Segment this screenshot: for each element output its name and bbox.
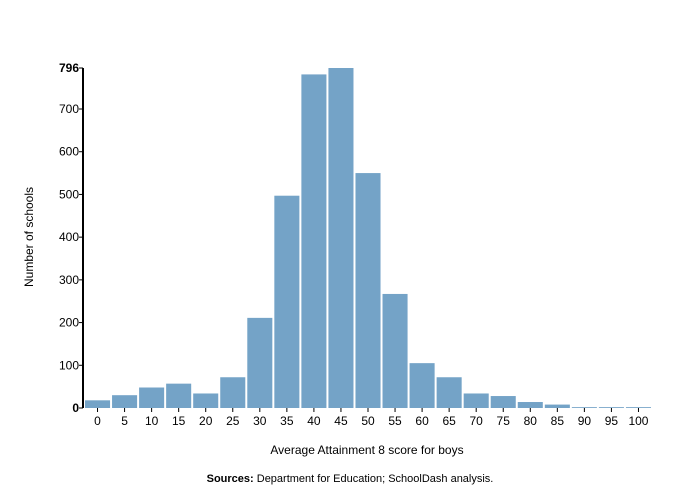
x-tick-label-70: 70 — [470, 414, 484, 428]
x-tick-label-85: 85 — [551, 414, 565, 428]
bar-90 — [571, 407, 597, 408]
y-tick-label-796: 796 — [59, 61, 79, 75]
bar-10 — [139, 387, 165, 408]
y-tick-label-400: 400 — [59, 230, 79, 244]
bar-0 — [85, 400, 111, 408]
bar-15 — [166, 383, 192, 408]
x-tick-label-20: 20 — [199, 414, 213, 428]
x-tick-label-75: 75 — [497, 414, 511, 428]
y-tick-label-600: 600 — [59, 145, 79, 159]
x-tick-label-60: 60 — [415, 414, 429, 428]
x-tick-label-35: 35 — [280, 414, 294, 428]
y-tick-label-500: 500 — [59, 187, 79, 201]
y-tick-label-200: 200 — [59, 316, 79, 330]
x-tick-label-95: 95 — [605, 414, 619, 428]
bar-35 — [274, 195, 300, 408]
x-tick-label-100: 100 — [628, 414, 648, 428]
bar-85 — [544, 404, 570, 408]
bar-65 — [436, 377, 462, 408]
bar-95 — [598, 407, 624, 408]
x-tick-label-30: 30 — [253, 414, 267, 428]
y-axis: 0 100 200 300 400 500 600 700 796 — [59, 61, 84, 415]
x-tick-label-55: 55 — [388, 414, 402, 428]
bar-40 — [301, 74, 327, 408]
bars-group — [85, 68, 651, 408]
x-tick-label-10: 10 — [145, 414, 159, 428]
x-tick-label-5: 5 — [121, 414, 128, 428]
x-tick-label-25: 25 — [226, 414, 240, 428]
bar-5 — [112, 395, 138, 408]
x-axis-title: Average Attainment 8 score for boys — [270, 443, 463, 457]
source-note: Sources: Department for Education; Schoo… — [0, 473, 700, 485]
bar-25 — [220, 377, 246, 408]
y-axis-title: Number of schools — [22, 187, 36, 287]
source-label: Sources: — [206, 473, 254, 485]
x-axis: 0 5 10 15 20 25 30 35 40 45 50 55 60 65 70 75 80 85 90 95 10… — [94, 408, 649, 428]
x-tick-label-90: 90 — [578, 414, 592, 428]
x-tick-label-15: 15 — [172, 414, 186, 428]
bar-70 — [463, 393, 489, 408]
y-tick-label-700: 700 — [59, 102, 79, 116]
source-text: Department for Education; SchoolDash ana… — [253, 473, 494, 485]
bar-55 — [382, 293, 408, 408]
x-tick-label-40: 40 — [307, 414, 321, 428]
bar-45 — [328, 68, 354, 408]
bar-75 — [490, 396, 516, 408]
y-tick-label-300: 300 — [59, 273, 79, 287]
bar-50 — [355, 173, 381, 408]
bar-60 — [409, 363, 435, 408]
x-tick-label-80: 80 — [524, 414, 538, 428]
bar-100 — [625, 407, 651, 408]
bar-20 — [193, 393, 219, 408]
x-tick-label-50: 50 — [361, 414, 375, 428]
y-tick-label-0: 0 — [72, 401, 79, 415]
bar-30 — [247, 317, 273, 408]
x-tick-label-0: 0 — [94, 414, 101, 428]
bar-80 — [517, 402, 543, 408]
x-tick-label-65: 65 — [442, 414, 456, 428]
x-tick-label-45: 45 — [334, 414, 348, 428]
y-tick-label-100: 100 — [59, 358, 79, 372]
